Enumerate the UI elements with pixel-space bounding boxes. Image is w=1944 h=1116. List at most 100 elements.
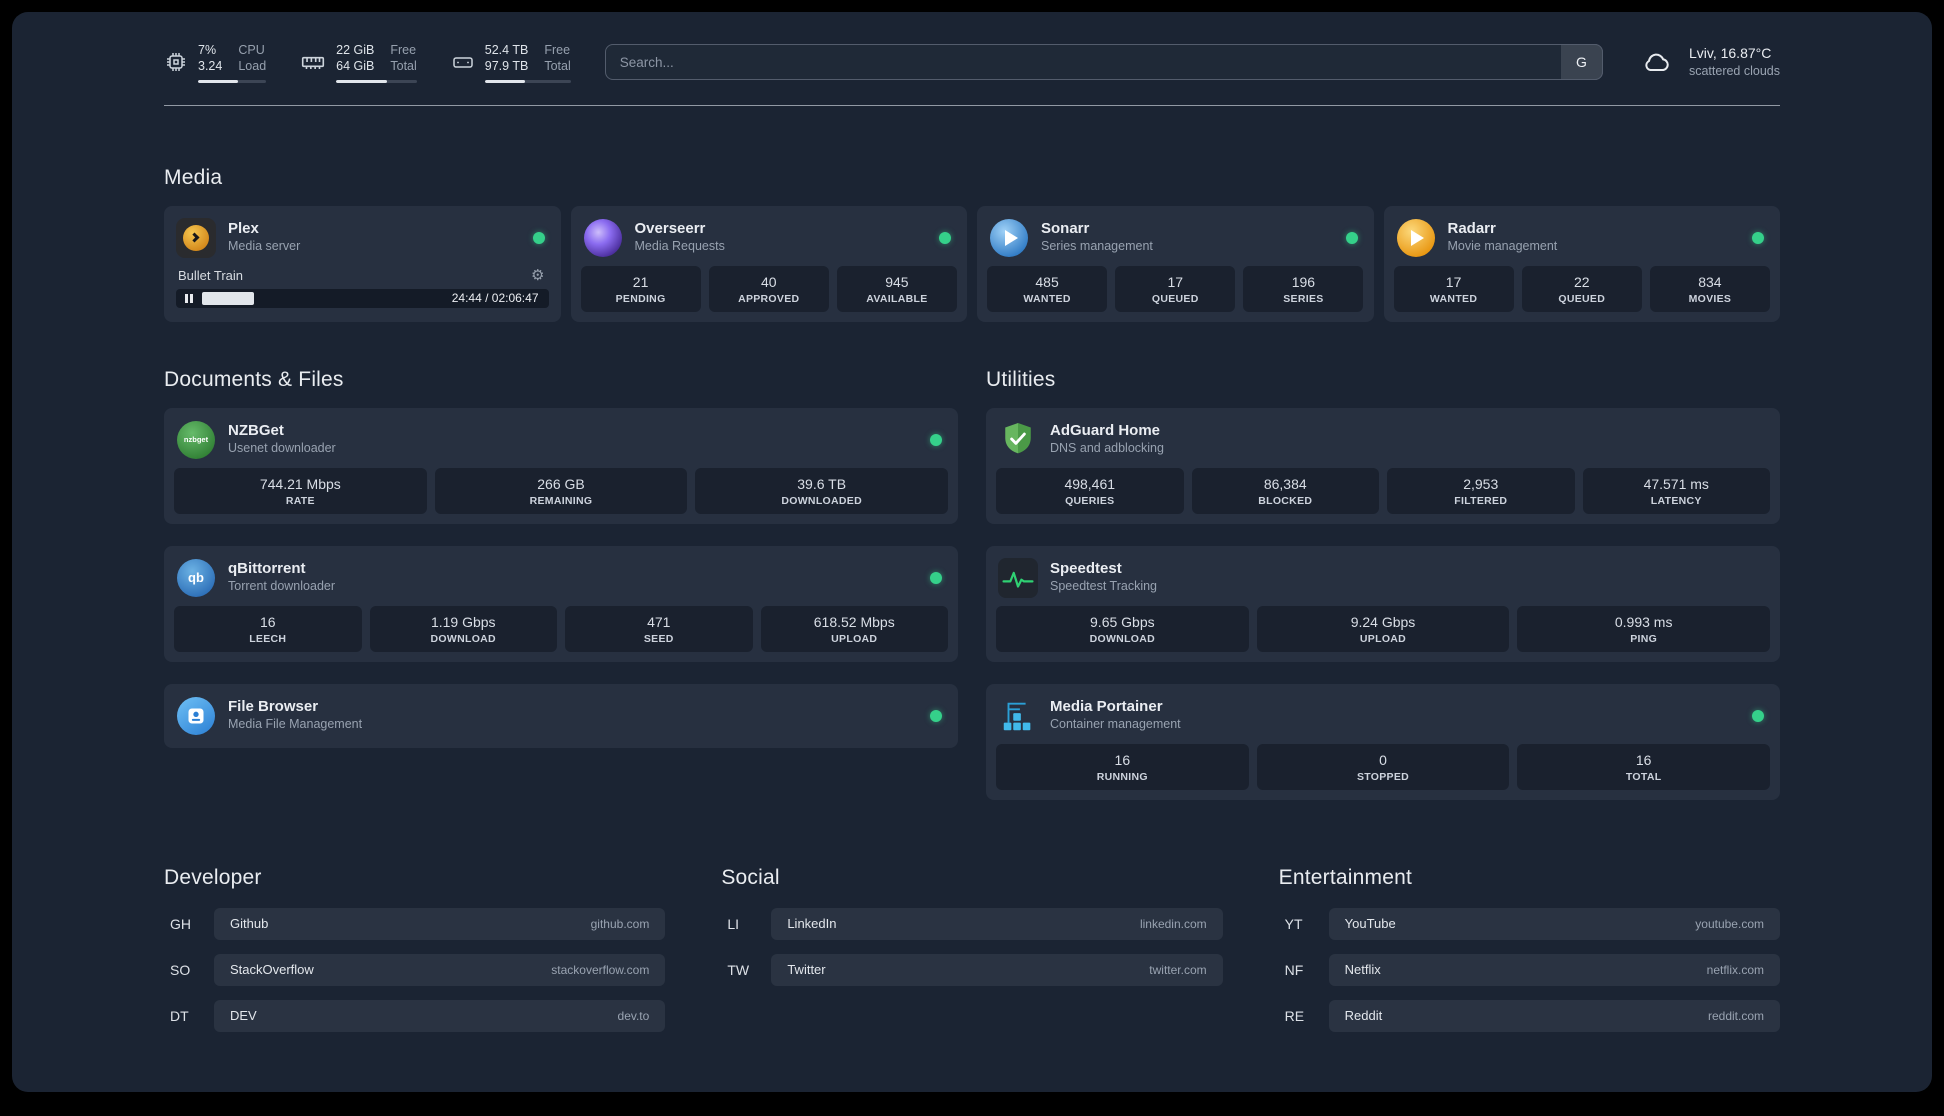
filebrowser-icon — [176, 696, 216, 736]
service-card-sonarr[interactable]: Sonarr Series management 485 WANTED 17 Q… — [977, 205, 1374, 322]
bookmark-url: linkedin.com — [1139, 916, 1207, 931]
pause-icon[interactable] — [176, 293, 202, 303]
bookmark-reddit[interactable]: RE Reddit reddit.com — [1279, 999, 1780, 1032]
bookmark-stackoverflow[interactable]: SO StackOverflow stackoverflow.com — [164, 953, 666, 986]
settings-gear-icon[interactable]: ⚙ — [531, 266, 545, 284]
search-bar: G — [604, 44, 1603, 81]
status-indicator — [930, 709, 942, 722]
cpu-progress-bar — [198, 79, 267, 83]
stat-value: 485 — [1035, 273, 1059, 290]
stat-value: 498,461 — [1064, 475, 1116, 492]
stat: 498,461 QUERIES — [996, 467, 1184, 514]
bookmark-twitter[interactable]: TW Twitter twitter.com — [721, 953, 1223, 986]
bookmark-abbr: SO — [170, 961, 191, 978]
search-input[interactable] — [604, 44, 1603, 81]
stat-value: 16 — [1635, 751, 1652, 768]
utilities-section-title: Utilities — [986, 367, 1056, 391]
stat-value: 17 — [1167, 273, 1184, 290]
speedtest-icon — [998, 557, 1038, 598]
stat: 744.21 Mbps RATE — [174, 467, 427, 514]
stat-label: BLOCKED — [1258, 494, 1313, 507]
stat-value: 1.19 Gbps — [430, 613, 496, 630]
bookmark-group-title: Entertainment — [1278, 865, 1412, 889]
qbittorrent-icon: qb — [176, 558, 216, 598]
memory-free-label: Free — [390, 43, 417, 57]
bookmark-netflix[interactable]: NF Netflix netflix.com — [1279, 953, 1780, 986]
bookmark-url: netflix.com — [1706, 962, 1764, 977]
plex-now-playing: Bullet Train ⚙ 24:44 / 02:06:47 — [174, 266, 551, 308]
service-subtitle: Speedtest Tracking — [1050, 579, 1158, 594]
stat-value: 834 — [1698, 273, 1722, 290]
stat: 86,384 BLOCKED — [1191, 467, 1379, 514]
service-subtitle: Container management — [1050, 717, 1181, 732]
bookmark-abbr: RE — [1284, 1007, 1305, 1024]
search-provider-button[interactable]: G — [1560, 44, 1603, 81]
bookmark-youtube[interactable]: YT YouTube youtube.com — [1279, 907, 1780, 940]
stat-value: 618.52 Mbps — [813, 613, 895, 630]
memory-progress-bar — [336, 79, 417, 83]
service-subtitle: Media server — [228, 239, 301, 254]
service-card-overseerr[interactable]: Overseerr Media Requests 21 PENDING 40 A… — [570, 205, 967, 322]
bookmark-abbr: LI — [727, 915, 740, 932]
stat-value: 86,384 — [1263, 475, 1307, 492]
service-card-radarr[interactable]: Radarr Movie management 17 WANTED 22 QUE… — [1383, 205, 1780, 322]
stat: 196 SERIES — [1243, 265, 1364, 312]
stat-value: 16 — [1114, 751, 1131, 768]
stat-label: PING — [1630, 632, 1658, 645]
service-subtitle: Media File Management — [228, 717, 363, 732]
memory-progress-fill — [336, 79, 387, 83]
status-indicator — [1345, 231, 1358, 244]
bookmark-name: YouTube — [1344, 916, 1396, 931]
service-name: NZBGet — [228, 422, 284, 440]
bookmark-group-developer: Developer GH Github github.com SO — [164, 866, 666, 1032]
service-card-nzbget[interactable]: nzbget NZBGet Usenet downloader 744.21 M… — [164, 407, 958, 524]
playback-time: 24:44 / 02:06:47 — [451, 291, 539, 305]
status-indicator — [1752, 709, 1764, 722]
cpu-resource-widget: 7% CPU 3.24 Load — [164, 42, 267, 83]
overseerr-icon — [583, 218, 623, 258]
service-card-filebrowser[interactable]: File Browser Media File Management — [164, 683, 958, 748]
stat: 22 QUEUED — [1521, 265, 1642, 312]
bookmark-github[interactable]: GH Github github.com — [164, 907, 666, 940]
radarr-icon — [1396, 218, 1436, 258]
stat-label: DOWNLOAD — [430, 632, 496, 645]
stat-label: PENDING — [615, 292, 666, 305]
stat-value: 9.24 Gbps — [1350, 613, 1416, 630]
dashboard-page: 7% CPU 3.24 Load 22 Gi — [12, 12, 1932, 1092]
stat: 0 STOPPED — [1256, 743, 1510, 790]
service-name: Media Portainer — [1050, 698, 1163, 716]
stat: 834 MOVIES — [1649, 265, 1770, 312]
status-indicator — [532, 231, 545, 244]
stat-value: 196 — [1291, 273, 1316, 290]
service-name: qBittorrent — [228, 560, 306, 578]
stat-label: WANTED — [1023, 292, 1071, 305]
weather-condition: scattered clouds — [1688, 64, 1780, 79]
stat-label: DOWNLOAD — [1089, 632, 1156, 645]
bookmarks-section: Developer GH Github github.com SO — [164, 866, 1780, 1092]
stat: 16 LEECH — [174, 605, 362, 652]
memory-free-value: 22 GiB — [336, 43, 375, 57]
weather-widget: Lviv, 16.87°C scattered clouds — [1637, 44, 1780, 80]
service-card-qbittorrent[interactable]: qb qBittorrent Torrent downloader 16 — [164, 545, 958, 662]
cpu-load-label: Load — [238, 59, 267, 74]
stat-value: 9.65 Gbps — [1090, 613, 1155, 630]
bookmark-dev[interactable]: DT DEV dev.to — [164, 999, 666, 1032]
bookmark-linkedin[interactable]: LI LinkedIn linkedin.com — [721, 907, 1223, 940]
cpu-usage-value: 7% — [198, 43, 217, 57]
service-card-portainer[interactable]: Media Portainer Container management 16 … — [986, 683, 1780, 800]
service-card-speedtest[interactable]: Speedtest Speedtest Tracking 9.65 Gbps D… — [986, 545, 1780, 662]
bookmark-url: twitter.com — [1149, 962, 1207, 977]
service-card-adguard[interactable]: AdGuard Home DNS and adblocking 498,461 … — [986, 407, 1780, 524]
bookmark-url: reddit.com — [1707, 1008, 1764, 1023]
stat: 618.52 Mbps UPLOAD — [760, 605, 948, 652]
bookmark-group-social: Social LI LinkedIn linkedin.com TW — [721, 866, 1223, 1032]
stat-value: 744.21 Mbps — [259, 475, 341, 492]
stat-value: 0 — [1379, 751, 1387, 768]
playback-progress-fill — [202, 291, 255, 305]
cpu-icon — [167, 53, 185, 72]
service-card-plex[interactable]: Plex Media server Bullet Train ⚙ — [164, 205, 561, 322]
stat-label: WANTED — [1429, 292, 1478, 305]
documents-section-title: Documents & Files — [164, 367, 344, 391]
topbar-divider — [164, 104, 1780, 106]
playback-progress-bar[interactable]: 24:44 / 02:06:47 — [176, 288, 549, 308]
